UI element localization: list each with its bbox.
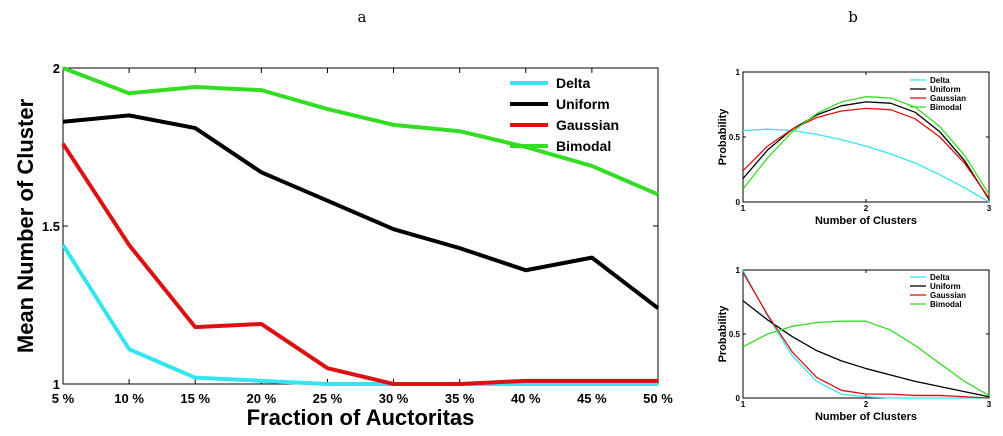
legend-label-bimodal: Bimodal bbox=[930, 103, 962, 112]
legend-label-uniform: Uniform bbox=[556, 96, 610, 112]
x-tick-label: 15 % bbox=[180, 391, 210, 406]
y-tick-label: 2 bbox=[53, 61, 60, 76]
series-line-gaussian bbox=[742, 272, 990, 399]
x-tick-label: 10 % bbox=[114, 391, 144, 406]
x-tick-label: 50 % bbox=[643, 391, 673, 406]
legend-label-bimodal: Bimodal bbox=[930, 300, 962, 309]
series-line-bimodal bbox=[742, 320, 990, 397]
series-line-uniform bbox=[62, 113, 660, 310]
x-tick-label: 45 % bbox=[577, 391, 607, 406]
series-line-delta bbox=[742, 269, 989, 399]
series-line-bimodal bbox=[742, 96, 990, 195]
x-axis-title: Fraction of Auctoritas bbox=[247, 405, 475, 430]
x-tick-label: 2 bbox=[864, 204, 869, 213]
x-tick-label: 30 % bbox=[379, 391, 409, 406]
x-tick-label: 25 % bbox=[313, 391, 343, 406]
x-tick-label: 1 bbox=[741, 204, 746, 213]
series-line-gaussian bbox=[61, 142, 658, 386]
series-line-uniform bbox=[742, 300, 990, 398]
x-tick-label: 3 bbox=[987, 400, 992, 409]
y-tick-label: 1 bbox=[736, 266, 741, 275]
y-tick-label: 0 bbox=[736, 198, 741, 207]
x-tick-label: 35 % bbox=[445, 391, 475, 406]
panel-label-a: a bbox=[358, 8, 367, 26]
legend-label-gaussian: Gaussian bbox=[556, 117, 619, 133]
legend-label-delta: Delta bbox=[556, 75, 590, 91]
y-tick-label: 1.5 bbox=[42, 219, 60, 234]
legend-label-uniform: Uniform bbox=[930, 282, 961, 291]
chart-b-bottom-distribution: 1 2 3 0 0.5 1 Number of Clusters Probability Del… bbox=[717, 266, 992, 423]
y-tick-label: 1 bbox=[736, 68, 741, 77]
legend-label-delta: Delta bbox=[930, 273, 950, 282]
x-tick-label: 2 bbox=[864, 400, 869, 409]
x-tick-label: 5 % bbox=[52, 391, 75, 406]
series-line-delta bbox=[742, 128, 990, 203]
x-tick-label: 40 % bbox=[511, 391, 541, 406]
y-tick-label: 0.5 bbox=[729, 133, 741, 142]
x-tick-label: 3 bbox=[987, 204, 992, 213]
legend-label-gaussian: Gaussian bbox=[930, 291, 966, 300]
y-axis-title: Mean Number of Cluster bbox=[13, 98, 38, 353]
x-axis-title: Number of Clusters bbox=[815, 215, 917, 227]
panel-label-b: b bbox=[848, 8, 858, 26]
series-line-bimodal bbox=[62, 66, 659, 197]
y-tick-label: 0.5 bbox=[729, 330, 741, 339]
y-tick-label: 0 bbox=[736, 394, 741, 403]
series-line-delta bbox=[61, 243, 658, 386]
y-tick-label: 1 bbox=[53, 377, 60, 392]
chart-b-top-distribution: 1 2 3 0 0.5 1 Number of Clusters Probability Del… bbox=[717, 68, 992, 227]
x-axis-title: Number of Clusters bbox=[815, 411, 917, 423]
y-axis-title: Probability bbox=[717, 305, 729, 363]
series-line-gaussian bbox=[742, 107, 990, 199]
y-axis-title: Probability bbox=[717, 108, 729, 166]
legend-label-delta: Delta bbox=[930, 76, 950, 85]
x-tick-label: 20 % bbox=[247, 391, 277, 406]
series-line-uniform bbox=[742, 101, 990, 200]
x-tick-label: 1 bbox=[741, 400, 746, 409]
chart-a-mean-clusters: 5 % 10 % 15 % 20 % 25 % 30 % 35 % 40 % 45 % 50 % 1… bbox=[13, 61, 673, 430]
legend-label-uniform: Uniform bbox=[930, 85, 961, 94]
legend-label-bimodal: Bimodal bbox=[556, 138, 611, 154]
legend-label-gaussian: Gaussian bbox=[930, 94, 966, 103]
